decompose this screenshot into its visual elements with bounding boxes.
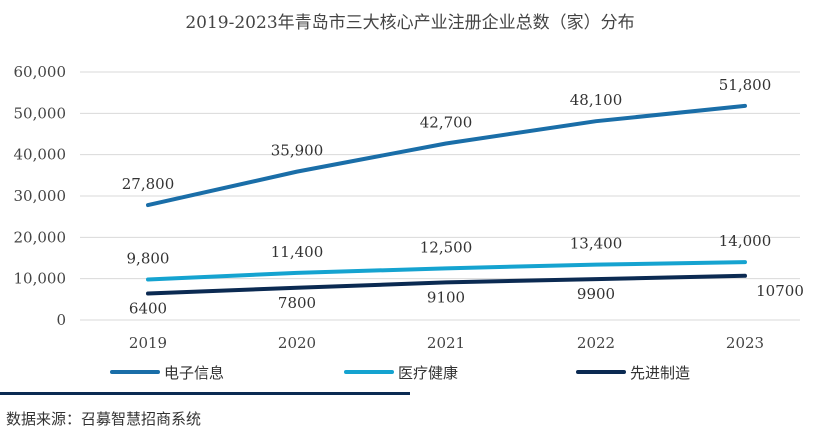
y-axis-tick-labels: 0 10,000 20,000 30,000 40,000 50,000 60,000 bbox=[14, 63, 67, 329]
y-tick-label: 20,000 bbox=[14, 228, 67, 246]
data-label: 9900 bbox=[577, 285, 615, 303]
data-label: 42,700 bbox=[420, 114, 473, 132]
data-label: 51,800 bbox=[719, 76, 772, 94]
data-label: 9,800 bbox=[127, 249, 170, 267]
legend-label: 电子信息 bbox=[164, 364, 224, 382]
x-tick-label: 2019 bbox=[129, 334, 167, 352]
data-label: 35,900 bbox=[271, 142, 324, 160]
data-label: 12,500 bbox=[420, 238, 473, 256]
y-tick-label: 30,000 bbox=[14, 187, 67, 205]
legend-label: 医疗健康 bbox=[398, 364, 458, 382]
x-tick-label: 2023 bbox=[726, 334, 764, 352]
data-label: 10700 bbox=[756, 282, 804, 300]
data-label: 6400 bbox=[129, 300, 167, 318]
data-label: 9100 bbox=[427, 288, 465, 306]
legend-label: 先进制造 bbox=[630, 364, 690, 382]
x-axis-tick-labels: 2019 2020 2021 2022 2023 bbox=[129, 334, 764, 352]
y-tick-label: 50,000 bbox=[14, 104, 67, 122]
y-tick-label: 40,000 bbox=[14, 146, 67, 164]
data-source-note: 数据来源：召募智慧招商系统 bbox=[6, 410, 202, 428]
data-label: 11,400 bbox=[271, 243, 324, 261]
series-line-2 bbox=[146, 273, 747, 296]
legend: 电子信息 医疗健康 先进制造 bbox=[110, 364, 690, 382]
x-tick-label: 2020 bbox=[278, 334, 316, 352]
data-label: 13,400 bbox=[570, 235, 623, 253]
series-line-1 bbox=[146, 260, 747, 282]
y-tick-label: 10,000 bbox=[14, 270, 67, 288]
chart-title: 2019-2023年青岛市三大核心产业注册企业总数（家）分布 bbox=[185, 13, 634, 33]
x-tick-label: 2022 bbox=[577, 334, 615, 352]
x-tick-label: 2021 bbox=[427, 334, 465, 352]
y-tick-label: 0 bbox=[56, 311, 66, 329]
footer-divider bbox=[0, 392, 410, 395]
data-label: 7800 bbox=[278, 294, 316, 312]
series-line-0 bbox=[146, 103, 747, 208]
y-tick-label: 60,000 bbox=[14, 63, 67, 81]
data-label: 27,800 bbox=[122, 175, 175, 193]
series-lines bbox=[146, 103, 747, 296]
data-labels: 27,800 35,900 42,700 48,100 51,800 9,800 11,40… bbox=[122, 76, 804, 318]
data-label: 48,100 bbox=[570, 91, 623, 109]
data-label: 14,000 bbox=[719, 232, 772, 250]
